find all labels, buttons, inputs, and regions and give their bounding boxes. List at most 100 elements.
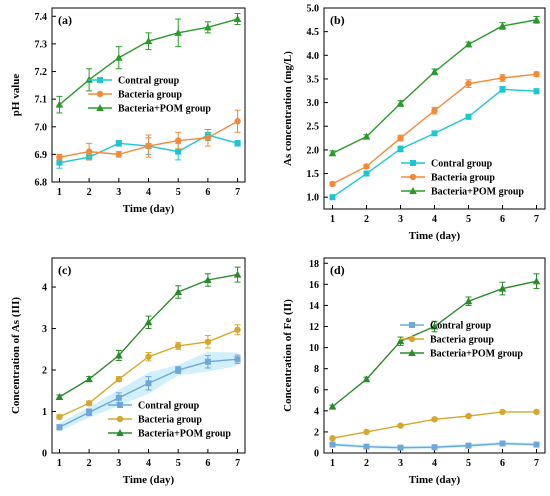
data-point bbox=[363, 428, 370, 436]
y-tick-label: 6.9 bbox=[35, 150, 48, 161]
data-point bbox=[498, 21, 507, 29]
y-tick-label: 5.0 bbox=[307, 4, 320, 15]
chart-panel-a: 1 2 3 4 5 6 7 6.8 6.9 7.0 7.1 7.2 7.3 7.4 Time (day) pH… bbox=[10, 7, 246, 215]
legend-entry-label: Bacteria group bbox=[138, 415, 202, 426]
y-axis-title: Concentration of Fe (II) bbox=[282, 299, 294, 412]
x-tick-label: 7 bbox=[534, 458, 539, 469]
data-point bbox=[329, 435, 336, 442]
x-tick-label: 2 bbox=[364, 458, 369, 469]
y-tick-label: 18 bbox=[309, 259, 319, 270]
legend-entry-label: Bacteria group bbox=[431, 173, 495, 184]
data-point bbox=[533, 441, 540, 448]
panel-label: (b) bbox=[330, 13, 345, 27]
data-point bbox=[115, 53, 123, 61]
x-tick-label: 6 bbox=[205, 458, 210, 469]
data-point bbox=[363, 163, 370, 170]
y-tick-label: 7.2 bbox=[35, 67, 48, 78]
x-tick-label: 1 bbox=[330, 214, 335, 225]
y-tick-label: 16 bbox=[309, 280, 319, 291]
y-axis-title: Concentration of As (III) bbox=[10, 297, 22, 414]
y-tick-label: 2.5 bbox=[307, 122, 320, 133]
data-point bbox=[234, 118, 241, 125]
series-d-2 bbox=[328, 273, 541, 410]
data-point bbox=[85, 148, 93, 155]
y-tick-label: 7.1 bbox=[35, 95, 48, 106]
data-point bbox=[204, 358, 211, 365]
legend-entry-label: Bacteria+POM group bbox=[431, 187, 524, 198]
y-axis-title: pH value bbox=[10, 74, 22, 117]
panel-label: (c) bbox=[58, 263, 71, 277]
x-tick-label: 7 bbox=[534, 214, 539, 225]
data-point bbox=[56, 153, 63, 161]
data-point bbox=[233, 270, 242, 278]
legend-d: Contral group Bacteria group Bacteria+POM … bbox=[400, 321, 523, 360]
data-point bbox=[85, 375, 93, 383]
data-point bbox=[499, 74, 506, 82]
data-point bbox=[204, 338, 212, 346]
data-point bbox=[174, 288, 182, 296]
series-line bbox=[332, 411, 537, 439]
data-point bbox=[234, 326, 241, 333]
y-tick-label: 2 bbox=[42, 366, 47, 377]
legend-marker bbox=[117, 402, 123, 408]
legend-entry-label: Contral group bbox=[138, 401, 200, 412]
y-axis-title: As concentration (mg/L) bbox=[282, 51, 294, 166]
data-point bbox=[175, 367, 182, 374]
data-point bbox=[144, 37, 153, 45]
x-tick-label: 7 bbox=[235, 458, 240, 469]
data-point bbox=[55, 100, 64, 108]
data-point bbox=[174, 28, 182, 36]
data-point bbox=[533, 88, 540, 95]
data-point bbox=[85, 400, 93, 407]
y-tick-label: 12 bbox=[309, 322, 319, 333]
series-c-0 bbox=[56, 354, 241, 431]
y-tick-label: 2 bbox=[314, 427, 319, 438]
y-tick-label: 1.5 bbox=[307, 169, 320, 180]
series-b-2 bbox=[328, 15, 541, 157]
data-point bbox=[115, 394, 122, 401]
legend-a: Contral group Bacteria group Bacteria+POM … bbox=[88, 76, 211, 115]
series-b-1 bbox=[329, 71, 540, 188]
x-tick-label: 2 bbox=[87, 458, 92, 469]
legend-entry-label: Contral group bbox=[118, 76, 180, 87]
series-c-1 bbox=[56, 324, 241, 421]
y-tick-label: 3.0 bbox=[307, 98, 320, 109]
data-point bbox=[329, 180, 336, 188]
y-tick-label: 4.5 bbox=[307, 27, 320, 38]
data-point bbox=[396, 99, 405, 107]
data-point bbox=[234, 140, 241, 147]
x-tick-label: 3 bbox=[116, 187, 121, 198]
data-point bbox=[115, 151, 123, 158]
y-tick-label: 4 bbox=[314, 406, 319, 417]
data-point bbox=[431, 416, 438, 423]
data-point bbox=[328, 149, 337, 157]
legend-marker bbox=[116, 415, 124, 423]
y-tick-label: 3 bbox=[42, 324, 47, 335]
data-point bbox=[56, 159, 63, 166]
data-point bbox=[363, 170, 370, 177]
y-tick-label: 14 bbox=[309, 301, 319, 312]
x-tick-label: 4 bbox=[432, 458, 437, 469]
y-tick-label: 7.0 bbox=[35, 122, 48, 133]
data-point bbox=[532, 277, 541, 285]
data-point bbox=[233, 15, 242, 23]
data-point bbox=[464, 40, 473, 48]
data-point bbox=[175, 148, 182, 155]
y-tick-label: 1 bbox=[42, 407, 47, 418]
legend-b: Contral group Bacteria group Bacteria+POM … bbox=[401, 159, 524, 198]
legend-marker bbox=[409, 322, 415, 328]
legend-entry-label: Contral group bbox=[430, 321, 492, 332]
data-point bbox=[86, 409, 93, 416]
data-point bbox=[532, 15, 541, 23]
data-point bbox=[145, 353, 152, 360]
y-tick-label: 3.5 bbox=[307, 74, 320, 85]
data-point bbox=[465, 412, 472, 420]
data-point bbox=[465, 442, 472, 449]
data-point bbox=[499, 408, 506, 416]
legend-entry-label: Bacteria+POM group bbox=[430, 349, 523, 360]
data-point bbox=[533, 408, 540, 416]
y-tick-label: 8 bbox=[314, 364, 319, 375]
data-point bbox=[144, 318, 153, 326]
